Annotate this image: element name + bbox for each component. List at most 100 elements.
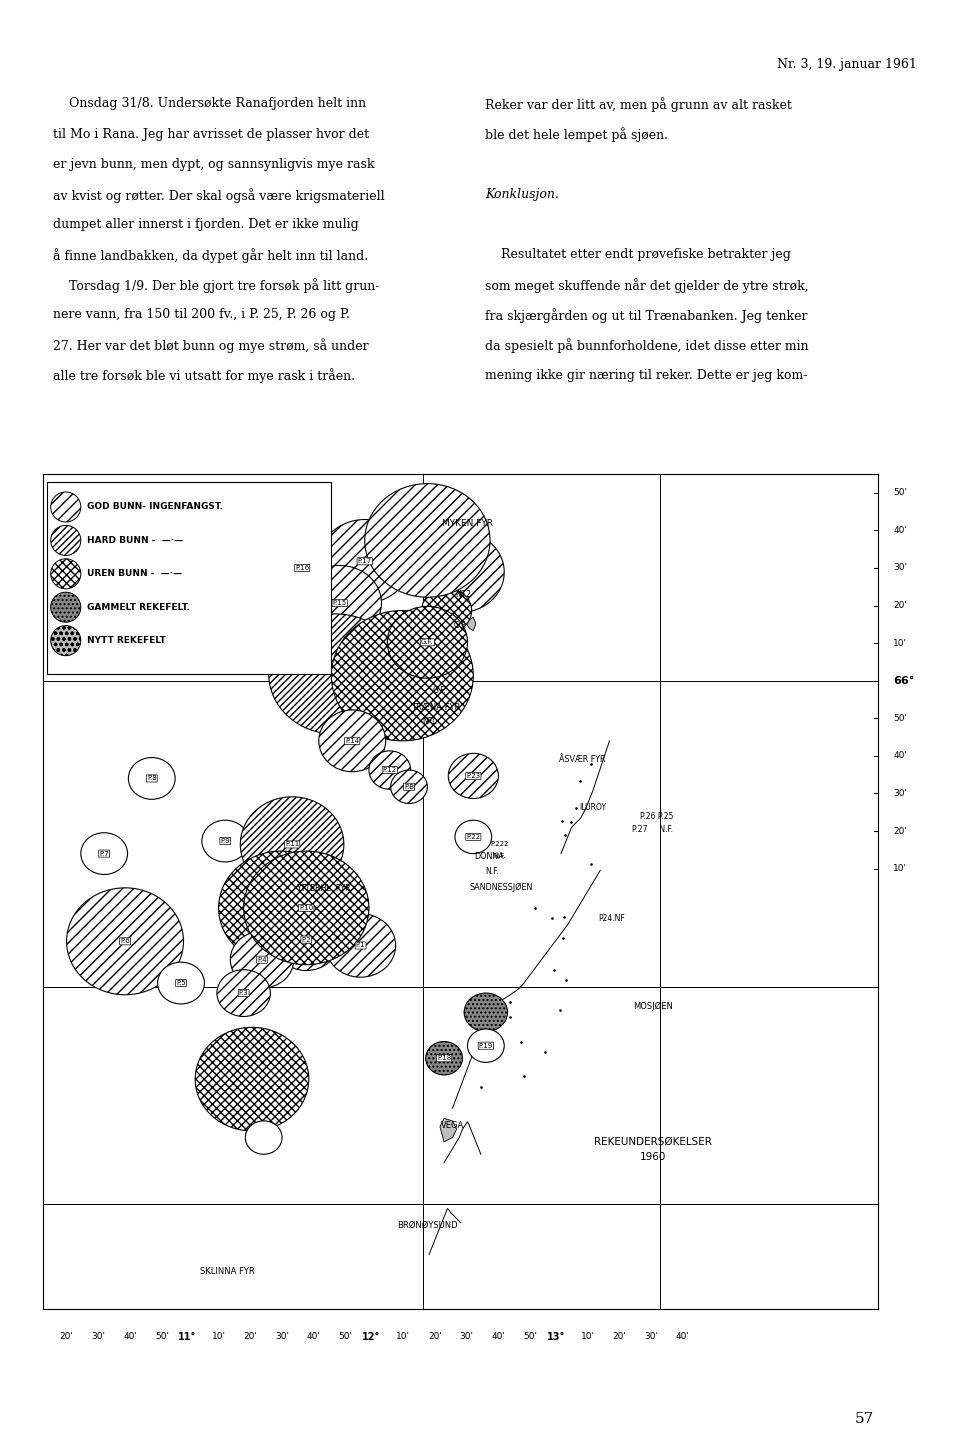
Point [503,991,518,1014]
Ellipse shape [240,797,344,892]
Text: P.3: P.3 [239,989,249,997]
Ellipse shape [369,751,411,789]
Text: 20': 20' [612,1333,627,1342]
Text: 40': 40' [894,525,907,535]
Text: nere vann, fra 150 til 200 fv., i P. 25, P. 26 og P.: nere vann, fra 150 til 200 fv., i P. 25,… [53,308,349,322]
Text: SKLINNA FYR: SKLINNA FYR [200,1267,254,1276]
Text: NFL: NFL [421,717,436,726]
Text: P.16: P.16 [295,565,309,570]
Text: P.23: P.23 [467,773,480,778]
Ellipse shape [269,614,402,735]
Text: dumpet aller innerst i fjorden. Det er ikke mulig: dumpet aller innerst i fjorden. Det er i… [53,218,358,231]
Text: 50': 50' [894,489,907,498]
Text: å finne landbakken, da dypet går helt inn til land.: å finne landbakken, da dypet går helt in… [53,247,368,263]
Point [546,957,562,981]
Text: Resultatet etter endt prøvefiske betrakter jeg: Resultatet etter endt prøvefiske betrakt… [485,247,791,260]
Text: TRÆNA FYR: TRÆNA FYR [411,703,461,711]
Text: P.14: P.14 [346,738,359,744]
Ellipse shape [298,566,381,640]
Text: P.22: P.22 [467,834,480,840]
Text: P.6: P.6 [120,938,130,944]
Text: 30': 30' [894,789,907,797]
Text: 50': 50' [339,1333,352,1342]
Text: P.B: P.B [404,784,414,790]
Text: 40': 40' [676,1333,690,1342]
Text: Konklusjon.: Konklusjon. [485,188,559,201]
Text: Nr. 3, 19. januar 1961: Nr. 3, 19. januar 1961 [777,58,917,71]
Text: 20': 20' [60,1333,74,1342]
Text: GAMMELT REKEFELT.: GAMMELT REKEFELT. [87,602,190,611]
Point [514,1030,529,1053]
Point [558,968,573,991]
Text: DONNA: DONNA [474,851,504,860]
Polygon shape [467,617,476,630]
Text: N.F.: N.F. [486,867,499,876]
Point [568,796,584,819]
Point [584,752,599,776]
Text: ILUROY: ILUROY [579,803,607,812]
Text: alle tre forsøk ble vi utsatt for mye rask i tråen.: alle tre forsøk ble vi utsatt for mye ra… [53,368,355,384]
Point [555,927,570,950]
Circle shape [51,592,81,623]
Ellipse shape [448,754,498,799]
Text: P.4: P.4 [257,957,267,963]
Ellipse shape [219,851,344,965]
Text: 20': 20' [894,826,907,835]
Text: Reker var der litt av, men på grunn av alt rasket: Reker var der litt av, men på grunn av a… [485,97,792,112]
Text: MYKEN FYR: MYKEN FYR [442,519,493,528]
Text: 66°: 66° [894,675,915,685]
Text: NYTT REKEFELT: NYTT REKEFELT [87,636,166,645]
Text: av kvist og røtter. Der skal også være krigsmateriell: av kvist og røtter. Der skal også være k… [53,188,384,202]
Text: BRØNØYSUND: BRØNØYSUND [397,1221,458,1229]
Text: P.2: P.2 [301,937,311,943]
Ellipse shape [66,888,183,995]
Ellipse shape [319,710,386,771]
Text: 10': 10' [894,639,907,647]
Point [555,809,570,832]
Point [557,824,572,847]
Text: som meget skuffende når det gjelder de ytre strøk,: som meget skuffende når det gjelder de y… [485,278,808,292]
Ellipse shape [230,931,294,988]
Text: P.1: P.1 [356,943,366,949]
Text: VEGA: VEGA [441,1120,464,1129]
Text: Onsdag 31/8. Undersøkte Ranafjorden helt inn: Onsdag 31/8. Undersøkte Ranafjorden helt… [53,97,366,111]
Text: REKEUNDERSØKELSER: REKEUNDERSØKELSER [594,1136,711,1147]
Ellipse shape [202,821,249,861]
Point [538,1040,553,1064]
Text: P.18: P.18 [437,1055,451,1061]
Ellipse shape [217,969,271,1017]
Text: 50': 50' [155,1333,169,1342]
Ellipse shape [319,519,411,602]
Ellipse shape [244,851,369,965]
Text: 30': 30' [91,1333,106,1342]
Text: da spesielt på bunnforholdene, idet disse etter min: da spesielt på bunnforholdene, idet diss… [485,339,808,354]
Text: P.8: P.8 [147,776,156,781]
Text: P.15: P.15 [332,599,347,607]
Text: HARD BUNN -  —·—: HARD BUNN - —·— [87,535,183,546]
Text: 20': 20' [428,1333,442,1342]
Text: P.222: P.222 [491,841,509,847]
Text: 40': 40' [307,1333,321,1342]
Text: 27. Her var det bløt bunn og mye strøm, så under: 27. Her var det bløt bunn og mye strøm, … [53,339,369,354]
Text: YTTERHL. FYR: YTTERHL. FYR [296,885,350,893]
Polygon shape [458,634,465,645]
Text: P.17: P.17 [358,559,372,565]
Text: fra skjærgården og ut til Trænabanken. Jeg tenker: fra skjærgården og ut til Trænabanken. J… [485,308,807,323]
Text: 30': 30' [460,1333,473,1342]
Text: 30': 30' [894,563,907,572]
Text: 40': 40' [894,751,907,761]
Ellipse shape [387,607,468,678]
Text: er jevn bunn, men dypt, og sannsynligvis mye rask: er jevn bunn, men dypt, og sannsynligvis… [53,157,374,170]
Text: 20': 20' [894,601,907,610]
Point [527,896,542,920]
Ellipse shape [464,994,508,1032]
Ellipse shape [391,770,427,803]
Point [516,1064,531,1087]
Text: til Mo i Rana. Jeg har avrisset de plasser hvor det: til Mo i Rana. Jeg har avrisset de plass… [53,128,369,141]
Text: 12°: 12° [362,1333,380,1342]
Ellipse shape [421,588,471,633]
Text: P24.NF: P24.NF [598,914,625,924]
Text: G.F.: G.F. [454,621,468,630]
Text: 10': 10' [894,864,907,873]
Circle shape [51,626,81,656]
